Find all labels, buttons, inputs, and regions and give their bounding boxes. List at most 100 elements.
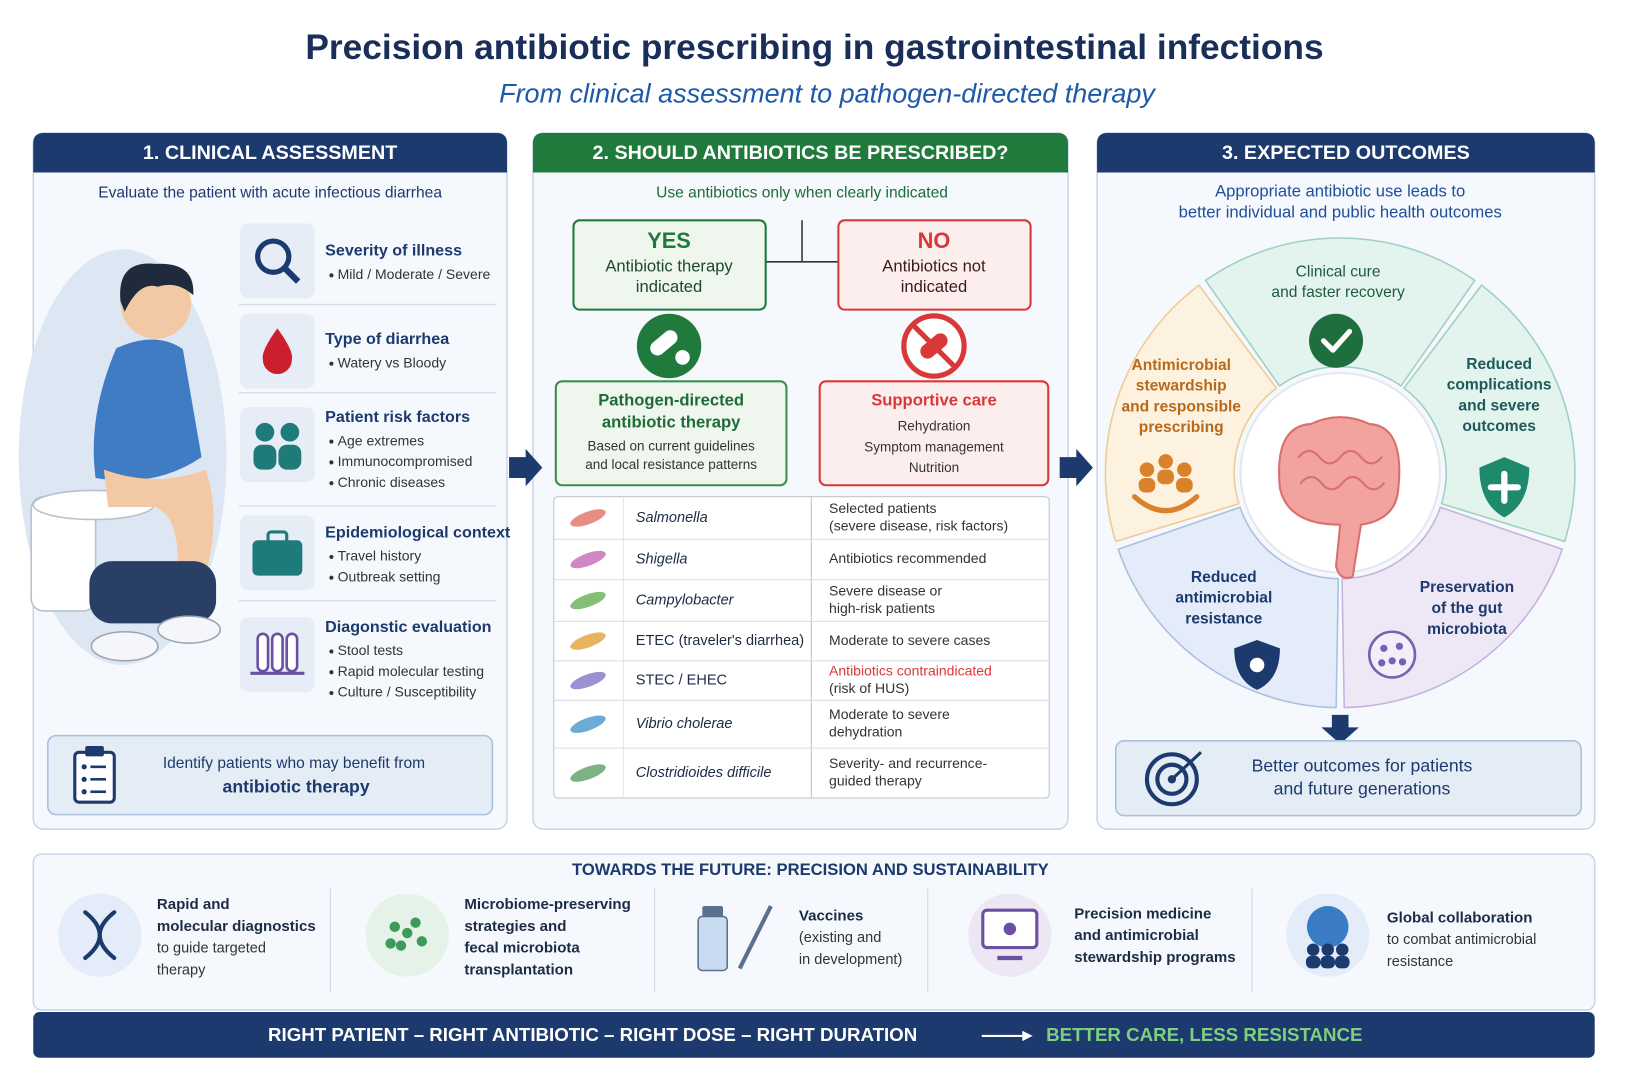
outcome-text: Clinical cure xyxy=(1296,263,1381,280)
icon-tube xyxy=(285,632,299,673)
hair xyxy=(120,263,194,312)
advice: Moderate to severe xyxy=(829,706,950,722)
outcome-segment xyxy=(1204,237,1476,387)
future-item-detail: therapy xyxy=(157,962,206,978)
advice: Selected patients xyxy=(829,500,937,516)
icon-microbiome xyxy=(416,936,427,947)
icon-bacterium xyxy=(570,764,606,782)
outcome-text: outcomes xyxy=(1462,418,1536,435)
panel-title: 1. CLINICAL ASSESSMENT xyxy=(143,142,397,164)
outcome-text: complications xyxy=(1447,377,1552,394)
future-item-title: Global collaboration xyxy=(1387,910,1532,927)
item-detail: Rapid molecular testing xyxy=(338,663,484,679)
icon-no xyxy=(911,323,957,369)
decision-text: Antibiotics not xyxy=(882,256,986,275)
advice: dehydration xyxy=(829,724,902,740)
future-item-title: Precision medicine xyxy=(1074,905,1211,922)
flow-arrow xyxy=(1059,448,1093,487)
advice: high-risk patients xyxy=(829,600,935,616)
decision-label: NO xyxy=(918,228,951,253)
future-item-detail: to combat antimicrobial xyxy=(1387,932,1536,948)
item-detail: Immunocompromised xyxy=(338,453,473,469)
footer-goal: BETTER CARE, LESS RESISTANCE xyxy=(1046,1024,1362,1045)
icon-microbiota xyxy=(1380,644,1388,653)
icon-people xyxy=(255,422,275,442)
footer-arrow xyxy=(1022,1030,1033,1042)
icon-globe xyxy=(1306,906,1349,948)
icon-syringe xyxy=(737,905,773,970)
icon-briefcase xyxy=(266,530,289,544)
bullet xyxy=(329,690,334,696)
intro: better individual and public health outc… xyxy=(1179,202,1502,221)
advice: Severe disease or xyxy=(829,582,942,598)
decision-label: YES xyxy=(647,228,691,253)
action-detail: Rehydration xyxy=(898,419,971,434)
future-item-title: fecal microbiota xyxy=(464,940,580,957)
title: Precision antibiotic prescribing in gast… xyxy=(305,28,1323,67)
icon-people xyxy=(1138,477,1156,493)
pathogen: Campylobacter xyxy=(636,592,735,608)
icon-people xyxy=(1305,955,1321,969)
outcome-text: resistance xyxy=(1185,610,1262,627)
advice: Antibiotics recommended xyxy=(829,550,986,566)
callout-text: Better outcomes for patients xyxy=(1252,755,1473,775)
icon-box xyxy=(239,223,315,299)
icon-bacterium xyxy=(570,671,606,690)
table xyxy=(553,496,1050,799)
callout-emphasis: antibiotic therapy xyxy=(223,776,370,796)
icon-clipboard xyxy=(81,789,87,795)
pathogen: Vibrio cholerae xyxy=(636,716,733,732)
future-item-detail: resistance xyxy=(1387,954,1453,970)
outcome-text: and severe xyxy=(1458,397,1540,414)
pathogen: STEC / EHEC xyxy=(636,672,727,688)
icon-microbiota xyxy=(1378,659,1386,667)
shoe xyxy=(157,615,222,644)
future-item-title: Vaccines xyxy=(799,907,863,924)
icon-magnifier xyxy=(282,265,301,284)
intro: Evaluate the patient with acute infectio… xyxy=(98,184,442,201)
panel-header xyxy=(33,132,507,173)
item-detail: Mild / Moderate / Severe xyxy=(338,266,491,282)
panel-title: 3. EXPECTED OUTCOMES xyxy=(1222,142,1470,164)
panel-header xyxy=(1097,132,1595,173)
icon-microbiome xyxy=(395,940,407,951)
action-box xyxy=(818,380,1050,487)
outcome-text: stewardship xyxy=(1136,378,1227,395)
future-title: TOWARDS THE FUTURE: PRECISION AND SUSTAI… xyxy=(572,860,1049,879)
icon-microbiome xyxy=(402,927,413,939)
item-title: Diagonstic evaluation xyxy=(325,618,491,636)
outcome-segment xyxy=(1403,284,1576,543)
item-detail: Outbreak setting xyxy=(338,568,441,584)
item-detail: Culture / Susceptibility xyxy=(338,684,477,700)
icon-target xyxy=(1170,751,1203,781)
future-item-title: and antimicrobial xyxy=(1074,927,1199,944)
bullet xyxy=(329,670,334,675)
icon-box xyxy=(239,407,315,483)
icon-intestine xyxy=(1278,416,1401,580)
advice: guided therapy xyxy=(829,773,922,789)
icon-microbiota xyxy=(1388,657,1396,665)
advice: Severity- and recurrence- xyxy=(829,755,987,771)
icon-people xyxy=(1306,943,1320,956)
icon-microbiome xyxy=(385,938,396,949)
icon-clipboard xyxy=(73,750,116,804)
icon-microbiota xyxy=(1395,642,1404,650)
icon-microbiome xyxy=(410,917,421,928)
shoe xyxy=(90,630,159,662)
icon-briefcase xyxy=(252,540,303,576)
decision-box xyxy=(572,219,767,311)
flow-arrow xyxy=(1321,714,1359,744)
icon-vial xyxy=(702,906,724,917)
icon-people xyxy=(1321,943,1334,956)
action-detail: Nutrition xyxy=(909,460,959,475)
bullet xyxy=(329,273,334,278)
future-item-detail: to guide targeted xyxy=(157,940,266,956)
outcome-text: Antimicrobial xyxy=(1131,357,1231,374)
outcome-text: microbiota xyxy=(1427,621,1507,638)
icon-people xyxy=(1334,955,1350,969)
icon-tube xyxy=(270,632,284,673)
callout-text: and future generations xyxy=(1274,778,1451,798)
pathogen: Salmonella xyxy=(636,510,708,526)
icon-bacterium xyxy=(570,509,606,527)
